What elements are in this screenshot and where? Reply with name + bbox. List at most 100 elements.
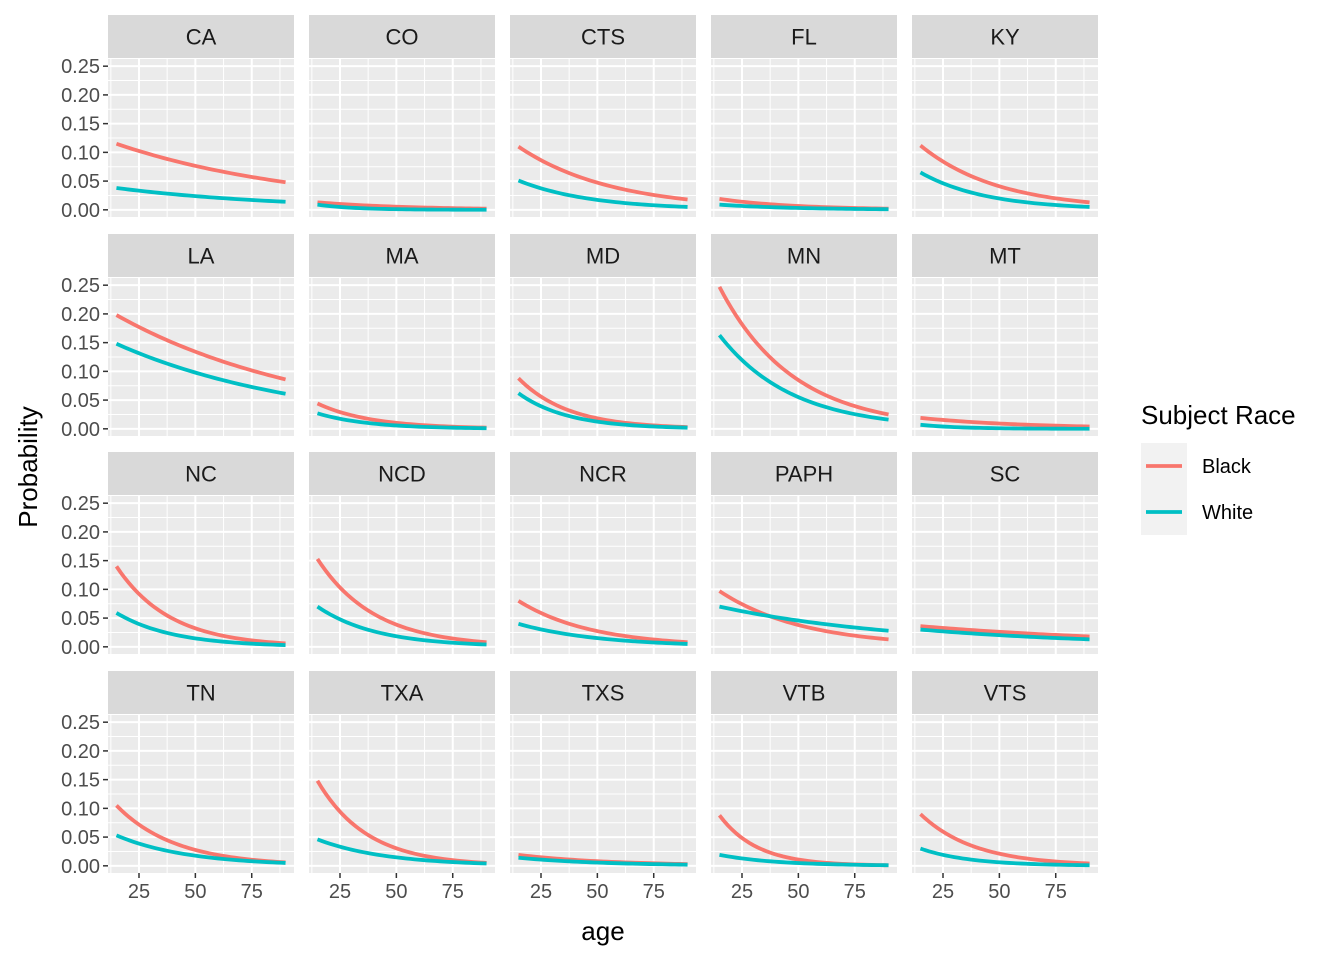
panel-vts: VTS 25 50 75 [912, 671, 1098, 903]
facet-strip-label: MT [989, 244, 1021, 269]
facet-strip-label: LA [188, 244, 215, 269]
x-tick-label: 50 [988, 881, 1010, 903]
x-tick-label: 75 [1045, 881, 1067, 903]
series-line-white [517, 622, 688, 646]
facet-strip [912, 452, 1098, 495]
facet-strip-label: MN [787, 244, 821, 269]
facet-strip-label: VTB [783, 681, 826, 706]
series-line-white [518, 855, 688, 867]
x-tick-label: 50 [586, 881, 608, 903]
legend-title: Subject Race [1141, 400, 1296, 430]
y-tick-label: 0.00 [61, 419, 100, 441]
series-line-white [317, 202, 487, 212]
series-line-white [920, 627, 1090, 642]
series-line-black [919, 143, 1090, 205]
legend-label-black: Black [1202, 456, 1252, 478]
x-tick-label: 25 [731, 881, 753, 903]
y-tick-label: 0.25 [61, 56, 100, 78]
facet-strip-label: TXA [381, 681, 424, 706]
x-tick-label: 75 [643, 881, 665, 903]
panel-la: LA 0.00 0.05 0.10 0.15 0.20 0.25 [61, 234, 294, 441]
series-line-white [719, 604, 889, 633]
y-tick-label: 0.20 [61, 304, 100, 326]
series-line-white [115, 342, 286, 396]
series-line-white [115, 833, 286, 865]
panel-txa: TXA 25 50 75 [309, 671, 495, 903]
facet-strip [711, 671, 897, 714]
facet-strip-label: SC [990, 462, 1021, 487]
panel-ma: MA [309, 234, 495, 436]
y-tick-label: 0.00 [61, 637, 100, 659]
y-tick-label: 0.00 [61, 200, 100, 222]
panel-paph: PAPH [711, 452, 897, 654]
facet-strip-label: TN [186, 681, 215, 706]
series-line-white [517, 178, 688, 209]
series-line-black [920, 416, 1090, 429]
facet-strip [510, 234, 696, 277]
facet-strip [711, 452, 897, 495]
x-tick-label: 50 [385, 881, 407, 903]
facet-strip [309, 234, 495, 277]
series-line-white [919, 846, 1090, 868]
series-line-black [919, 812, 1090, 866]
panel-vtb: VTB 25 50 75 [711, 671, 897, 903]
facet-strip-label: KY [990, 25, 1020, 50]
x-tick-label: 75 [844, 881, 866, 903]
panel-md: MD [510, 234, 696, 436]
x-tick-label: 25 [329, 881, 351, 903]
panel-nc: NC 0.00 0.05 0.10 0.15 0.20 0.25 [61, 452, 294, 659]
facet-strip [711, 15, 897, 58]
y-axis-title: Probability [13, 406, 43, 527]
facet-strip-label: FL [791, 25, 817, 50]
facet-strip-label: MA [386, 244, 419, 269]
series-line-white [116, 186, 286, 204]
series-line-black [718, 589, 889, 642]
facet-strip [108, 234, 294, 277]
y-tick-label: 0.25 [61, 493, 100, 515]
x-tick-label: 25 [932, 881, 954, 903]
y-tick-label: 0.05 [61, 827, 100, 849]
y-tick-label: 0.10 [61, 798, 100, 820]
y-tick-label: 0.10 [61, 142, 100, 164]
facet-strip [309, 452, 495, 495]
series-line-black [717, 286, 889, 417]
panel-ky: KY [912, 15, 1098, 217]
panel-co: CO [309, 15, 495, 217]
series-line-white [717, 333, 889, 422]
facet-strip [912, 671, 1098, 714]
series-line-white [316, 837, 487, 866]
facet-strip [108, 452, 294, 495]
facet-strip-label: CTS [581, 25, 625, 50]
y-tick-label: 0.20 [61, 741, 100, 763]
series-line-black [115, 141, 286, 185]
y-tick-label: 0.20 [61, 85, 100, 107]
series-line-white [517, 391, 688, 430]
series-line-black [920, 624, 1090, 639]
panel-txs: TXS 25 50 75 [510, 671, 696, 903]
y-tick-label: 0.15 [61, 770, 100, 792]
series-line-black [115, 313, 287, 382]
facet-strip-label: CA [186, 25, 217, 50]
series-line-white [919, 170, 1090, 209]
facet-strip-label: VTS [984, 681, 1027, 706]
x-tick-label: 25 [128, 881, 150, 903]
series-line-white [115, 611, 286, 647]
facet-strip [309, 671, 495, 714]
series-line-black [315, 557, 487, 645]
panel-sc: SC [912, 452, 1098, 654]
series-line-white [920, 422, 1090, 431]
series-line-black [517, 599, 688, 645]
facet-strip-label: NCD [378, 462, 426, 487]
x-tick-label: 25 [530, 881, 552, 903]
series-line-black [114, 565, 286, 646]
facet-strip [711, 234, 897, 277]
x-tick-label: 50 [787, 881, 809, 903]
y-tick-label: 0.00 [61, 856, 100, 878]
x-axis-title: age [581, 916, 624, 946]
x-tick-label: 50 [184, 881, 206, 903]
y-tick-label: 0.15 [61, 114, 100, 136]
y-tick-label: 0.05 [61, 390, 100, 412]
facet-strip-label: MD [586, 244, 620, 269]
facet-strip-label: NC [185, 462, 217, 487]
